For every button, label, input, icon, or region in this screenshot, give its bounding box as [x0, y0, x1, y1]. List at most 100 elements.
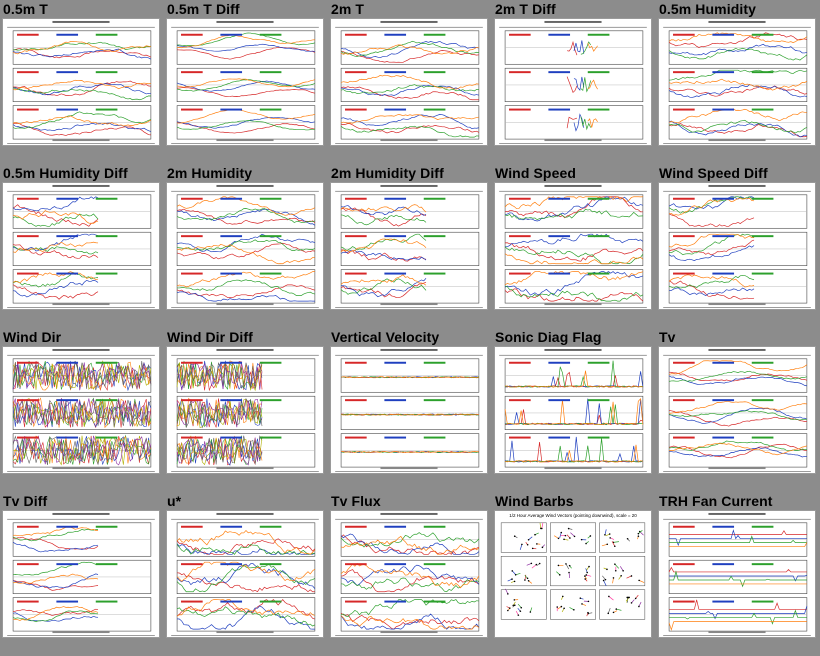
- time-axis-top: [335, 26, 483, 28]
- series-line: [566, 116, 578, 129]
- series-line: [668, 32, 808, 48]
- legend-swatch: [17, 563, 39, 566]
- station-dot: [514, 604, 516, 606]
- legend-swatch: [95, 399, 118, 402]
- station-dot: [564, 534, 567, 537]
- plot-thumbnail-link[interactable]: 1/2 Hour Average Wind Vectors (pointing …: [494, 510, 652, 638]
- legend-swatch: [95, 600, 118, 603]
- legend-swatch: [712, 71, 735, 74]
- wind-vector: [559, 532, 562, 539]
- plot-cell: 0.5m T Diff: [164, 0, 328, 164]
- series-line: [176, 399, 263, 428]
- plot-thumbnail-link[interactable]: [166, 18, 324, 146]
- plot-cell: Tv Flux: [328, 492, 492, 656]
- series-line: [505, 242, 644, 262]
- legend-swatch: [509, 436, 531, 439]
- station-dot: [607, 612, 610, 615]
- legend-swatch: [220, 399, 243, 402]
- plot-title: 0.5m T: [3, 1, 48, 17]
- series-line: [504, 208, 643, 221]
- legend-swatch: [751, 399, 774, 402]
- series-line: [668, 360, 808, 375]
- time-axis-top: [663, 26, 811, 28]
- series-line: [12, 529, 99, 542]
- legend-swatch: [220, 33, 243, 36]
- legend-swatch: [548, 436, 571, 439]
- plot-thumbnail-link[interactable]: [330, 18, 488, 146]
- wind-vector: [619, 566, 624, 571]
- legend-swatch: [673, 108, 695, 111]
- series-line: [668, 84, 807, 98]
- plot-thumbnail-link[interactable]: [2, 346, 160, 474]
- series-line: [176, 291, 315, 302]
- legend-swatch: [56, 525, 79, 528]
- legend-swatch: [548, 71, 571, 74]
- plot-cell: Wind Speed: [492, 164, 656, 328]
- series-line: [341, 205, 427, 216]
- series-line: [13, 561, 99, 576]
- time-axis-bottom: [7, 307, 155, 309]
- barb-panel: [550, 522, 596, 553]
- plot-thumbnail-link[interactable]: [658, 346, 816, 474]
- legend-swatch: [95, 361, 118, 364]
- plot-title: 2m Humidity Diff: [331, 165, 444, 181]
- series-line: [12, 284, 99, 300]
- legend-swatch: [95, 272, 118, 275]
- legend-swatch: [345, 197, 367, 200]
- series-line: [504, 397, 644, 426]
- plot-thumbnail-link[interactable]: [494, 182, 652, 310]
- series-line: [341, 207, 427, 227]
- legend-swatch: [712, 33, 735, 36]
- plot-thumbnail-link[interactable]: [166, 182, 324, 310]
- plot-thumbnail-link[interactable]: [166, 510, 324, 638]
- series-line: [340, 84, 479, 94]
- plot-thumbnail-link[interactable]: [330, 182, 488, 310]
- plot-title-line: [52, 20, 110, 23]
- plot-title: 2m T Diff: [495, 1, 556, 17]
- plot-thumbnail-link[interactable]: [330, 510, 488, 638]
- plot-thumbnail-link[interactable]: [166, 346, 324, 474]
- plot-footer-line: [708, 303, 766, 306]
- series-line: [669, 575, 807, 582]
- legend-swatch: [259, 71, 282, 74]
- series-line: [668, 409, 807, 427]
- plot-thumbnail-link[interactable]: [2, 18, 160, 146]
- legend-swatch: [259, 525, 282, 528]
- plot-thumbnail-link[interactable]: [494, 346, 652, 474]
- plot-image: [335, 512, 483, 637]
- series-line: [340, 612, 480, 630]
- plot-thumbnail-link[interactable]: [330, 346, 488, 474]
- legend-swatch: [384, 272, 407, 275]
- plot-footer-line: [380, 467, 438, 470]
- wind-vector: [569, 607, 575, 611]
- plot-thumbnail-link[interactable]: [658, 182, 816, 310]
- plot-thumbnail-link[interactable]: [658, 510, 816, 638]
- time-axis-bottom: [335, 635, 483, 637]
- plot-thumbnail-link[interactable]: [2, 510, 160, 638]
- plot-cell: 0.5m T: [0, 0, 164, 164]
- station-dot: [531, 547, 534, 550]
- series-line: [505, 371, 644, 388]
- plot-thumbnail-link[interactable]: [658, 18, 816, 146]
- series-line: [177, 362, 263, 391]
- legend-swatch: [548, 33, 571, 36]
- time-axis-top: [7, 26, 155, 28]
- legend-swatch: [220, 436, 243, 439]
- time-axis-top: [663, 518, 811, 520]
- plot-thumbnail-link[interactable]: [2, 182, 160, 310]
- series-line: [340, 533, 480, 555]
- series-line: [12, 399, 152, 428]
- time-axis-bottom: [499, 471, 647, 473]
- series-line: [340, 615, 480, 630]
- plot-cell: Vertical Velocity: [328, 328, 492, 492]
- series-line: [669, 529, 807, 547]
- series-line: [505, 409, 643, 426]
- legend-swatch: [259, 235, 282, 238]
- plot-thumbnail-link[interactable]: [494, 18, 652, 146]
- series-line: [504, 288, 644, 302]
- time-axis-bottom: [663, 471, 811, 473]
- plot-title: Wind Speed: [495, 165, 576, 181]
- legend-swatch: [181, 235, 203, 238]
- station-dot: [530, 562, 533, 565]
- station-dot: [524, 579, 526, 581]
